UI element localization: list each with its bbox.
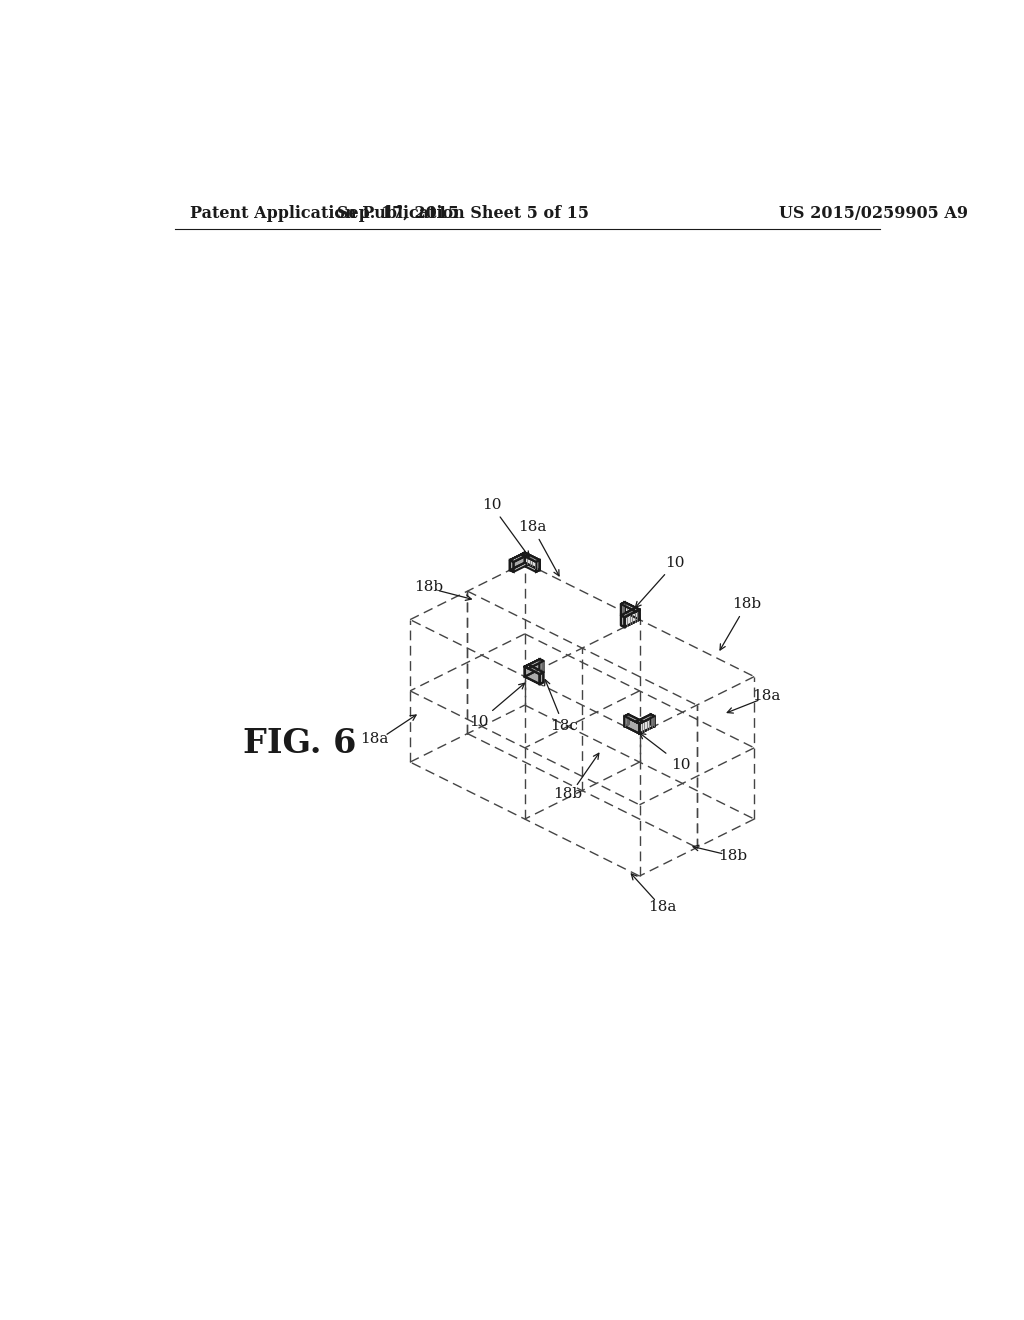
Polygon shape (524, 669, 544, 678)
Polygon shape (636, 719, 643, 723)
Polygon shape (524, 667, 540, 684)
Polygon shape (621, 602, 625, 614)
Text: 18b: 18b (718, 849, 746, 863)
Polygon shape (621, 618, 640, 627)
Polygon shape (540, 659, 544, 671)
Polygon shape (510, 560, 514, 572)
Polygon shape (625, 714, 643, 723)
Polygon shape (510, 553, 528, 562)
Text: US 2015/0259905 A9: US 2015/0259905 A9 (779, 206, 968, 222)
Text: 18a: 18a (648, 900, 677, 913)
Text: 10: 10 (469, 684, 524, 729)
Polygon shape (536, 560, 540, 572)
Text: 10: 10 (636, 556, 685, 607)
Polygon shape (524, 675, 544, 684)
Polygon shape (621, 612, 640, 622)
Polygon shape (621, 602, 640, 611)
Polygon shape (521, 553, 540, 562)
Polygon shape (521, 562, 540, 572)
Polygon shape (632, 607, 640, 611)
Polygon shape (621, 607, 640, 616)
Text: 18b: 18b (553, 788, 583, 801)
Text: Patent Application Publication: Patent Application Publication (190, 206, 465, 222)
Polygon shape (625, 714, 629, 726)
Text: FIG. 6: FIG. 6 (243, 727, 356, 760)
Polygon shape (625, 610, 640, 627)
Text: 10: 10 (640, 733, 690, 771)
Polygon shape (540, 672, 544, 684)
Polygon shape (524, 659, 544, 668)
Text: 18b: 18b (720, 598, 761, 649)
Polygon shape (636, 714, 654, 723)
Text: 18a: 18a (360, 731, 389, 746)
Polygon shape (625, 602, 640, 619)
Text: Sep. 17, 2015  Sheet 5 of 15: Sep. 17, 2015 Sheet 5 of 15 (337, 206, 589, 222)
Polygon shape (621, 615, 625, 627)
Polygon shape (524, 659, 540, 677)
Text: 18c: 18c (545, 680, 578, 733)
Text: 18a: 18a (518, 520, 559, 576)
Text: 18b: 18b (415, 579, 443, 594)
Polygon shape (521, 553, 528, 556)
Text: 18a: 18a (753, 689, 781, 704)
Polygon shape (640, 717, 654, 734)
Polygon shape (625, 717, 640, 734)
Polygon shape (625, 725, 643, 734)
Polygon shape (524, 665, 544, 675)
Text: 10: 10 (481, 498, 529, 557)
Polygon shape (524, 665, 532, 668)
Polygon shape (524, 553, 540, 570)
Polygon shape (636, 725, 654, 734)
Polygon shape (510, 562, 528, 572)
Polygon shape (650, 714, 654, 726)
Polygon shape (510, 553, 524, 570)
